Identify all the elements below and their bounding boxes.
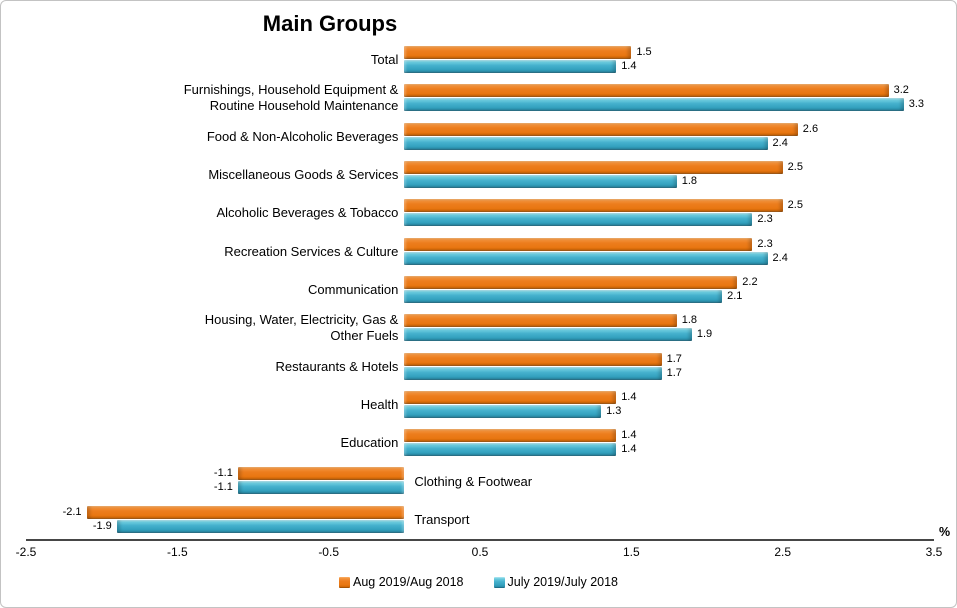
bar-value-label: 2.5 xyxy=(787,160,803,173)
bar xyxy=(404,251,768,265)
x-axis-ticks: -2.5 -1.5 -0.5 0.5 1.5 2.5 3.5 xyxy=(16,545,943,560)
bar xyxy=(237,481,405,495)
bar-value-label: 1.4 xyxy=(621,443,637,456)
category-row: Education 1.4 1.4 xyxy=(26,424,934,462)
category-row: Alcoholic Beverages & Tobacco 2.5 2.3 xyxy=(26,194,934,232)
bar-value-label: 2.3 xyxy=(757,237,773,250)
bar-value-label: 2.4 xyxy=(772,136,788,149)
category-label: Health xyxy=(360,396,399,412)
category-row: Communication 2.2 2.1 xyxy=(26,271,934,309)
bar xyxy=(404,366,662,380)
bar xyxy=(404,443,617,457)
category-label: Housing, Water, Electricity, Gas & Other… xyxy=(204,312,399,344)
bar-value-label: 1.4 xyxy=(621,390,637,403)
bar xyxy=(404,174,677,188)
legend-swatch xyxy=(493,576,505,588)
category-label: Restaurants & Hotels xyxy=(275,358,399,374)
axis-tick-label: 2.5 xyxy=(774,545,791,559)
category-row: Total 1.5 1.4 xyxy=(26,41,934,79)
chart-title: Main Groups xyxy=(262,11,398,36)
category-row: Clothing & Footwear -1.1 -1.1 xyxy=(26,462,934,500)
bar xyxy=(404,390,617,404)
bar xyxy=(404,237,753,251)
bar xyxy=(404,429,617,443)
bar xyxy=(404,46,632,59)
legend-label: Aug 2019/Aug 2018 xyxy=(352,575,464,589)
axis-tick-label: 1.5 xyxy=(622,545,640,559)
bar-value-label: 2.2 xyxy=(742,275,758,288)
x-axis-line xyxy=(26,539,934,541)
axis-tick-label: -0.5 xyxy=(318,545,339,559)
category-label: Total xyxy=(370,52,399,68)
bar-value-label: 1.5 xyxy=(636,46,652,58)
bar-value-label: 1.4 xyxy=(621,60,637,72)
bar-value-label: 2.1 xyxy=(727,289,743,302)
category-label: Clothing & Footwear xyxy=(414,473,533,489)
bar xyxy=(404,84,889,98)
category-label: Alcoholic Beverages & Tobacco xyxy=(216,205,399,221)
legend-swatch xyxy=(338,576,350,588)
bar xyxy=(404,60,617,73)
plot-area: Total 1.5 1.4 Furnishings, Household Equipm… xyxy=(26,41,934,539)
category-row: Health 1.4 1.3 xyxy=(26,386,934,424)
bar xyxy=(404,98,904,112)
legend-item: Aug 2019/Aug 2018 xyxy=(338,575,464,589)
bar-value-label: 2.3 xyxy=(757,213,773,226)
bar-value-label: 1.9 xyxy=(696,328,713,341)
bar-value-label: -1.9 xyxy=(92,519,112,532)
bar-value-label: -1.1 xyxy=(213,481,233,494)
bar-value-label: -1.1 xyxy=(213,467,233,480)
bar-value-label: 3.3 xyxy=(908,98,925,111)
category-label: Miscellaneous Goods & Services xyxy=(208,167,399,183)
category-row: Recreation Services & Culture 2.3 2.4 xyxy=(26,233,934,271)
category-row: Housing, Water, Electricity, Gas & Other… xyxy=(26,309,934,347)
bar xyxy=(116,519,405,533)
axis-unit-label: % xyxy=(939,525,951,539)
bar xyxy=(404,404,602,418)
bar xyxy=(404,136,768,150)
legend-item: July 2019/July 2018 xyxy=(493,575,619,589)
bar xyxy=(237,467,405,481)
category-label: Furnishings, Household Equipment & Routi… xyxy=(183,82,399,114)
bar-value-label: 1.7 xyxy=(666,352,682,365)
bar xyxy=(404,199,783,213)
bar xyxy=(404,289,723,303)
axis-tick-label: 0.5 xyxy=(471,545,489,559)
bar xyxy=(404,314,677,328)
bar-value-label: 1.8 xyxy=(681,314,698,327)
bar xyxy=(404,122,798,136)
category-label: Recreation Services & Culture xyxy=(224,243,399,259)
axis-tick-label: 3.5 xyxy=(925,545,943,559)
bar xyxy=(404,275,738,289)
category-label: Communication xyxy=(308,282,399,298)
bar-value-label: 3.2 xyxy=(893,84,909,97)
category-row: Transport -2.1 -1.9 xyxy=(26,501,934,539)
bar xyxy=(404,213,753,227)
bar xyxy=(404,352,662,366)
bar-value-label: 1.3 xyxy=(606,404,622,417)
category-label: Education xyxy=(340,435,399,451)
bar xyxy=(86,505,405,519)
bar-value-label: 1.4 xyxy=(621,429,637,442)
bar xyxy=(404,160,783,174)
category-label: Transport xyxy=(414,511,470,527)
axis-tick-label: -2.5 xyxy=(15,545,37,559)
bar-value-label: 2.6 xyxy=(802,122,819,135)
bar-value-label: 2.4 xyxy=(772,251,788,264)
axis-tick-label: -1.5 xyxy=(166,545,188,559)
category-label: Food & Non-Alcoholic Beverages xyxy=(206,128,399,144)
category-row: Miscellaneous Goods & Services 2.5 1.8 xyxy=(26,156,934,194)
category-row: Furnishings, Household Equipment & Routi… xyxy=(26,79,934,117)
category-row: Restaurants & Hotels 1.7 1.7 xyxy=(26,348,934,386)
bar-value-label: 1.8 xyxy=(681,174,698,187)
bar xyxy=(404,328,692,342)
legend: Aug 2019/Aug 2018 July 2019/July 2018 xyxy=(1,573,956,591)
legend-label: July 2019/July 2018 xyxy=(507,575,619,589)
bar-value-label: 1.7 xyxy=(666,366,682,379)
bar-value-label: 2.5 xyxy=(787,199,803,212)
category-row: Food & Non-Alcoholic Beverages 2.6 2.4 xyxy=(26,118,934,156)
bar-value-label: -2.1 xyxy=(62,505,82,518)
